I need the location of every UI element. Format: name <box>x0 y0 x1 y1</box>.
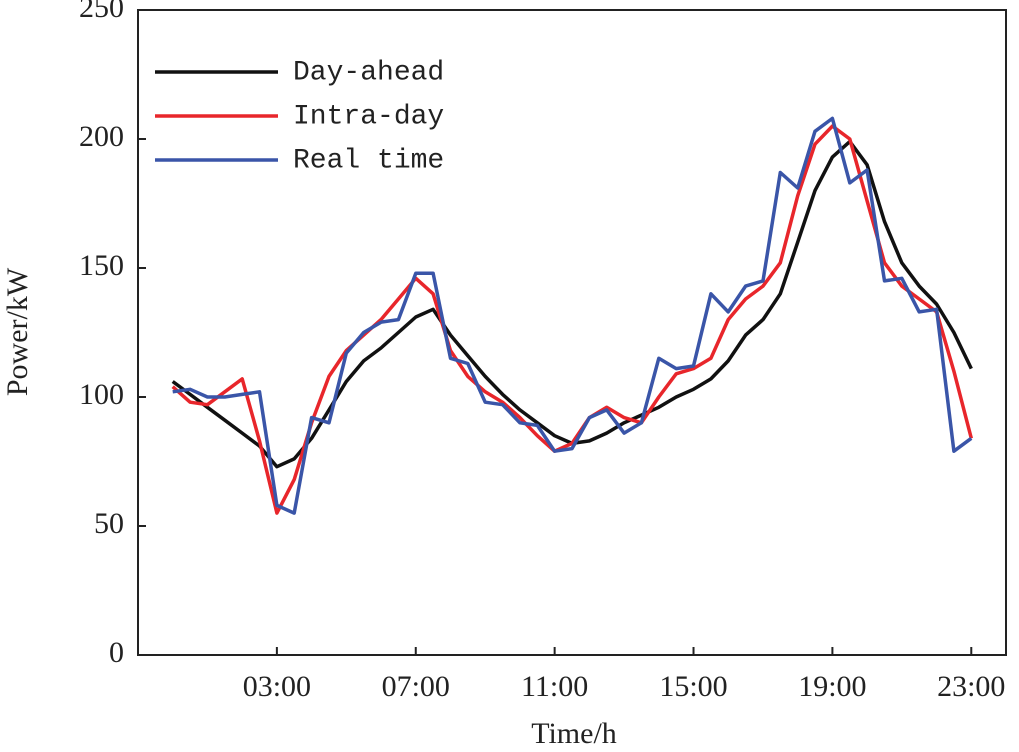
y-tick-label: 250 <box>79 0 124 24</box>
y-tick-label: 0 <box>109 636 124 669</box>
y-tick-label: 200 <box>79 120 124 153</box>
series-line <box>171 139 973 469</box>
y-tick-label: 100 <box>79 378 124 411</box>
y-tick-label: 150 <box>79 249 124 282</box>
x-tick-label: 11:00 <box>521 670 588 703</box>
y-tick-label: 50 <box>94 507 124 540</box>
x-tick-label: 19:00 <box>798 670 866 703</box>
plot-frame <box>137 9 1007 656</box>
x-tick-label: 07:00 <box>382 670 450 703</box>
x-axis-label: Time/h <box>531 717 617 750</box>
series-line <box>171 124 973 515</box>
x-tick-label: 15:00 <box>659 670 727 703</box>
x-tick-label: 03:00 <box>243 670 311 703</box>
legend-label: Real time <box>293 145 444 176</box>
legend-label: Intra-day <box>293 101 444 132</box>
series-line <box>172 116 973 515</box>
y-axis-label: Power/kW <box>1 267 34 396</box>
legend-label: Day-ahead <box>293 57 444 88</box>
x-tick-label: 23:00 <box>937 670 1005 703</box>
